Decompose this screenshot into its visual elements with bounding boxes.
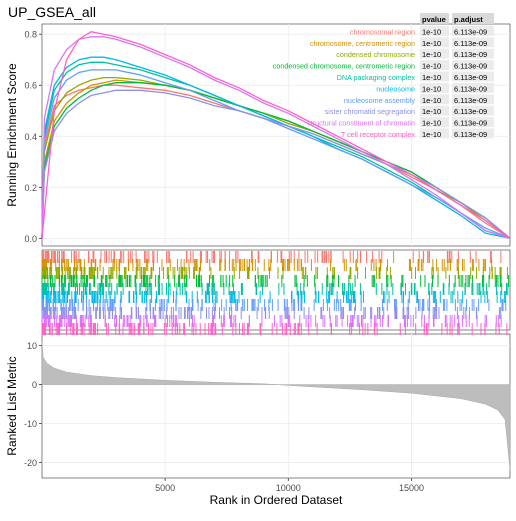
enrichment-line bbox=[41, 31, 511, 239]
legend-cell-bg bbox=[452, 128, 494, 139]
legend-padjust: 6.113e-09 bbox=[454, 27, 487, 36]
x-tick-label: 10000 bbox=[276, 483, 301, 493]
legend-header-pvalue: pvalue bbox=[422, 15, 446, 24]
legend-series-name: T cell receptor complex bbox=[341, 130, 416, 139]
legend-cell-bg bbox=[420, 105, 449, 116]
top-y-tick-label: 0.4 bbox=[24, 132, 37, 142]
ranked-metric-area bbox=[41, 341, 511, 471]
legend-pvalue: 1e-10 bbox=[422, 130, 441, 139]
x-axis-title: Rank in Ordered Dataset bbox=[210, 493, 343, 507]
legend-padjust: 6.113e-09 bbox=[454, 107, 487, 116]
legend-series-name: chromosome, centromeric region bbox=[310, 39, 415, 48]
legend-pvalue: 1e-10 bbox=[422, 50, 441, 59]
bottom-y-tick-label: -10 bbox=[24, 419, 37, 429]
x-tick-label: 15000 bbox=[399, 483, 424, 493]
legend-cell-bg bbox=[420, 117, 449, 128]
bottom-y-tick-label: 10 bbox=[27, 341, 37, 351]
legend-cell-bg bbox=[420, 48, 449, 59]
legend-pvalue: 1e-10 bbox=[422, 39, 441, 48]
legend-cell-bg bbox=[452, 94, 494, 105]
legend-pvalue: 1e-10 bbox=[422, 107, 441, 116]
enrichment-line bbox=[41, 69, 511, 239]
legend-pvalue: 1e-10 bbox=[422, 84, 441, 93]
legend-series-name: DNA packaging complex bbox=[337, 73, 416, 82]
enrichment-line bbox=[41, 36, 511, 239]
legend-cell-bg bbox=[420, 128, 449, 139]
legend-padjust: 6.113e-09 bbox=[454, 96, 487, 105]
legend-padjust: 6.113e-09 bbox=[454, 73, 487, 82]
x-tick-label: 5000 bbox=[155, 483, 175, 493]
enrichment-line bbox=[41, 82, 511, 239]
legend-series-name: condensed chromosome, centromeric region bbox=[273, 62, 415, 71]
legend-cell-bg bbox=[420, 25, 449, 36]
legend-cell-bg bbox=[452, 48, 494, 59]
legend-header-bg bbox=[452, 13, 494, 24]
legend-header-bg bbox=[420, 13, 449, 24]
enrichment-curves bbox=[41, 31, 511, 239]
legend-table: pvalue p.adjust chromosomal region 1e-10 6.1… bbox=[273, 13, 494, 139]
legend-cell-bg bbox=[420, 37, 449, 48]
legend-cell-bg bbox=[420, 60, 449, 71]
legend-series-name: sister chromatid segregation bbox=[325, 107, 415, 116]
top-y-tick-label: 0.0 bbox=[24, 234, 37, 244]
bottom-y-tick-label: -20 bbox=[24, 458, 37, 468]
legend-series-name: chromosomal region bbox=[350, 27, 415, 36]
legend-cell-bg bbox=[452, 60, 494, 71]
legend-pvalue: 1e-10 bbox=[422, 62, 441, 71]
legend-series-name: nucleosome assembly bbox=[344, 96, 416, 105]
bottom-y-axis-title: Ranked List Metric bbox=[5, 356, 19, 455]
legend-cell-bg bbox=[452, 25, 494, 36]
legend-cell-bg bbox=[420, 71, 449, 82]
legend-pvalue: 1e-10 bbox=[422, 73, 441, 82]
legend-padjust: 6.113e-09 bbox=[454, 50, 487, 59]
legend-padjust: 6.113e-09 bbox=[454, 39, 487, 48]
legend-cell-bg bbox=[452, 105, 494, 116]
legend-padjust: 6.113e-09 bbox=[454, 62, 487, 71]
legend-cell-bg bbox=[452, 82, 494, 93]
legend-cell-bg bbox=[420, 94, 449, 105]
enrichment-line bbox=[41, 84, 511, 239]
legend-cell-bg bbox=[452, 71, 494, 82]
top-y-axis-title: Running Enrichment Score bbox=[5, 63, 19, 207]
chart-title: UP_GSEA_all bbox=[8, 4, 96, 20]
legend-series-name: condensed chromosome bbox=[336, 50, 415, 59]
legend-pvalue: 1e-10 bbox=[422, 119, 441, 128]
top-y-tick-label: 0.8 bbox=[24, 30, 37, 40]
gene-hits bbox=[41, 251, 510, 335]
legend-series-name: structural constituent of chromatin bbox=[307, 119, 415, 128]
top-y-tick-label: 0.6 bbox=[24, 81, 37, 91]
legend-padjust: 6.113e-09 bbox=[454, 119, 487, 128]
legend-cell-bg bbox=[452, 117, 494, 128]
legend-cell-bg bbox=[452, 37, 494, 48]
legend-header-padjust: p.adjust bbox=[454, 15, 483, 24]
legend-padjust: 6.113e-09 bbox=[454, 84, 487, 93]
legend-pvalue: 1e-10 bbox=[422, 96, 441, 105]
legend-series-name: nucleosome bbox=[376, 84, 415, 93]
bottom-y-tick-label: 0 bbox=[32, 380, 37, 390]
bottom-panel-frame bbox=[41, 333, 511, 479]
legend-cell-bg bbox=[420, 82, 449, 93]
top-y-tick-label: 0.2 bbox=[24, 183, 37, 193]
legend-padjust: 6.113e-09 bbox=[454, 130, 487, 139]
legend-pvalue: 1e-10 bbox=[422, 27, 441, 36]
